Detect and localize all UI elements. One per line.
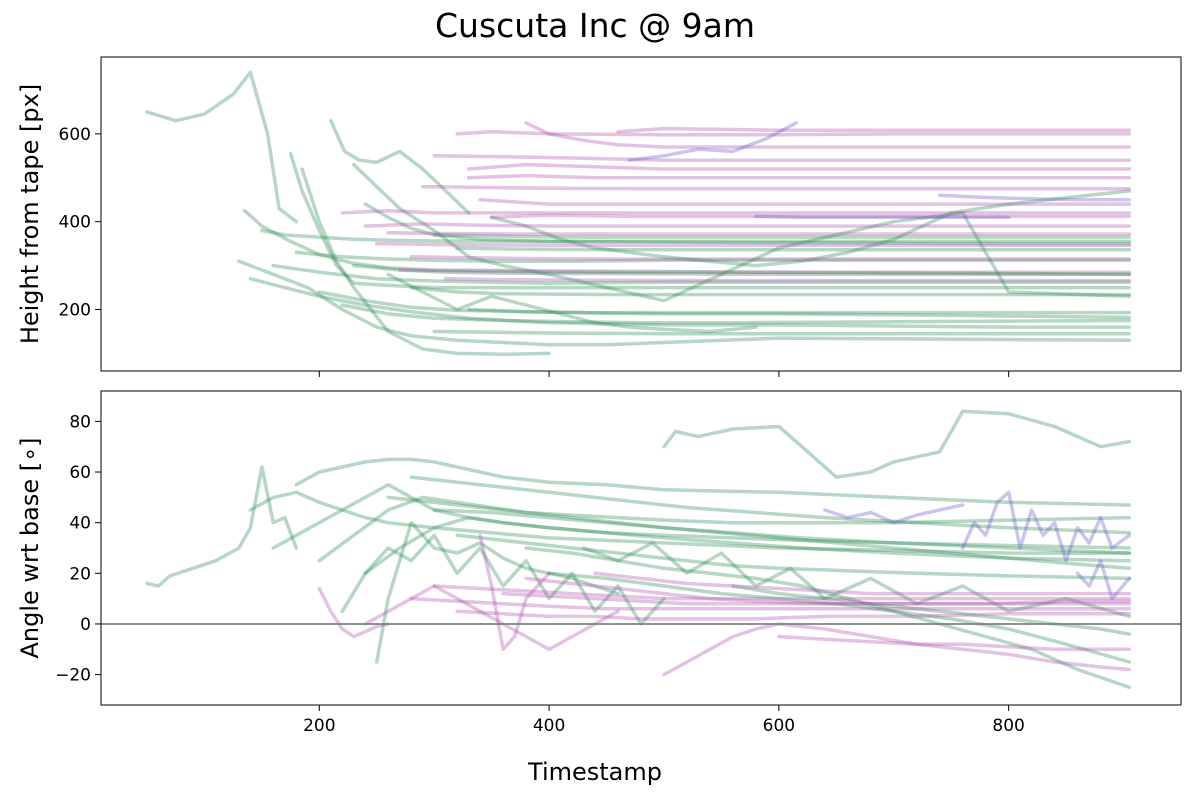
height-series-line-30 (363, 222, 1132, 228)
angle-series-line-16 (731, 584, 1132, 636)
height-series-line-20 (466, 307, 1132, 320)
height-series-line-26 (524, 121, 1132, 149)
height-series-line-19 (352, 263, 1132, 277)
angle-series-line-3 (248, 490, 1132, 555)
height-y-axis-label: Height from tape [px] (16, 84, 44, 344)
height-series-line-22 (455, 129, 1132, 137)
height-series-line-27 (616, 126, 1132, 134)
angle-series-line-7 (374, 520, 620, 664)
height-series-line-33 (409, 255, 1132, 261)
angle-series-line-8 (340, 533, 666, 626)
angle-y-tick-label-0: 0 (80, 615, 91, 635)
angle-plot-frame (100, 390, 1182, 706)
height-series-line-11 (294, 250, 1132, 263)
angle-series-line-24 (524, 576, 1132, 606)
height-series-line-1 (242, 208, 1132, 277)
height-plot-frame (100, 56, 1182, 372)
height-series-line-25 (466, 162, 1132, 171)
height-series-line-32 (420, 184, 1132, 191)
angle-y-tick-label-40: 40 (69, 514, 91, 534)
height-series-line-2 (288, 151, 1132, 290)
angle-series-line-13 (409, 475, 1132, 535)
angle-series-line-2 (294, 457, 1132, 507)
angle-series-line-4 (271, 482, 1132, 550)
angle-y-tick-label-60: 60 (69, 463, 91, 483)
angle-series-line-21 (409, 596, 1132, 611)
height-series-line-34 (374, 241, 1132, 248)
height-series-line-38 (627, 121, 798, 162)
height-series-line-21 (432, 329, 1132, 336)
height-series-line-36 (397, 268, 1132, 274)
angle-series-line-23 (501, 591, 1132, 606)
angle-subplot: 200 400 600 800 −20 0 20 40 60 80 Angle wrt base … (16, 390, 1182, 736)
angle-series-line-14 (455, 533, 1132, 581)
height-series-line-40 (754, 214, 1011, 220)
angle-x-tick-label-600: 600 (763, 716, 795, 736)
angle-series-line-29 (823, 503, 965, 525)
angle-series-line-5 (317, 495, 1132, 563)
height-y-tick-label-400: 400 (59, 213, 91, 233)
height-series-line-4 (329, 118, 471, 215)
height-series-line-17 (455, 246, 1132, 252)
height-y-tick-label-600: 600 (59, 125, 91, 145)
height-series-line-8 (237, 259, 1132, 347)
angle-y-axis-label: Angle wrt base [∘] (16, 437, 44, 658)
height-series-line-14 (386, 272, 758, 334)
angle-series-line-18 (317, 586, 390, 639)
angle-y-tick-label--20: −20 (55, 666, 91, 686)
angle-series-line-22 (455, 609, 1132, 621)
height-series-line-23 (466, 173, 1132, 180)
height-series-line-0 (145, 70, 299, 224)
angle-series-line-30 (1075, 558, 1132, 601)
angle-series-line-0 (145, 465, 299, 588)
angle-series-line-27 (593, 571, 1132, 596)
height-series-line-24 (478, 197, 1132, 206)
angle-series-line-28 (960, 490, 1132, 563)
angle-series-line-20 (432, 584, 1132, 601)
angle-series-line-9 (524, 546, 1132, 690)
height-series-line-37 (443, 277, 1132, 283)
height-series-line-13 (340, 303, 1132, 325)
height-series-line-9 (248, 277, 1132, 329)
height-series-line-16 (432, 233, 1132, 239)
height-series-line-31 (432, 154, 1132, 162)
height-series-line-29 (340, 208, 1132, 215)
angle-series-line-26 (777, 634, 1132, 652)
height-series-line-10 (271, 263, 1132, 285)
height-y-tick-label-200: 200 (59, 301, 91, 321)
angle-series-line-12 (386, 495, 1132, 525)
height-series-line-7 (260, 228, 1132, 244)
height-series-line-12 (317, 290, 1132, 315)
angle-y-tick-label-80: 80 (69, 412, 91, 432)
height-series-line-39 (937, 193, 1132, 202)
angle-series-line-17 (478, 533, 551, 652)
angle-series-line-25 (662, 622, 1132, 677)
height-subplot: 200 400 600 Height from tape [px] (16, 56, 1182, 377)
angle-x-tick-label-800: 800 (992, 716, 1024, 736)
height-series-line-5 (352, 162, 1132, 303)
angle-series-line-6 (363, 515, 1132, 576)
figure-title: Cuscuta Inc @ 9am (435, 6, 755, 45)
height-series-line-18 (489, 189, 1132, 268)
angle-series-line-10 (547, 571, 1132, 664)
angle-series-line-1 (662, 409, 1132, 479)
angle-x-tick-label-400: 400 (533, 716, 565, 736)
angle-x-tick-label-200: 200 (303, 716, 335, 736)
angle-series-line-15 (581, 541, 1132, 619)
angle-series-line-11 (432, 508, 1132, 571)
angle-series-line-19 (363, 584, 620, 652)
angle-y-tick-label-20: 20 (69, 564, 91, 584)
height-series-line-15 (409, 285, 1132, 297)
height-series-line-35 (386, 230, 1132, 236)
height-series-line-28 (489, 213, 1132, 220)
x-axis-label: Timestamp (527, 758, 662, 786)
height-series-line-3 (300, 167, 551, 357)
height-series-line-6 (363, 202, 1132, 246)
